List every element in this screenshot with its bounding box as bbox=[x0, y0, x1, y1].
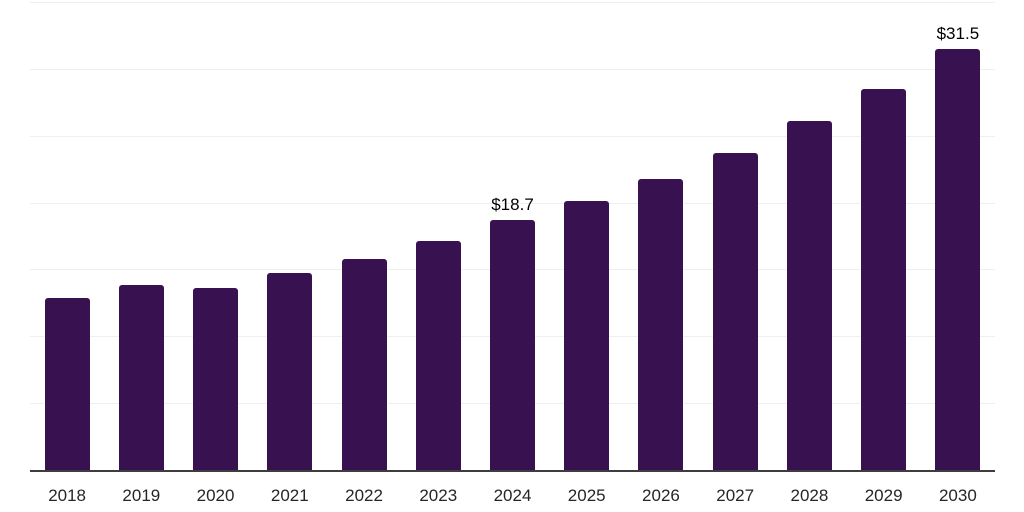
gridline-30 bbox=[30, 68, 995, 70]
x-tick-label-2025: 2025 bbox=[567, 486, 606, 505]
bar-value-label-2024: $18.7 bbox=[491, 194, 534, 214]
x-tick-label-2020: 2020 bbox=[196, 486, 235, 505]
bar-2023 bbox=[415, 241, 461, 470]
gridline-35 bbox=[30, 2, 995, 3]
x-tick-label-2023: 2023 bbox=[419, 486, 458, 505]
x-tick-label-2026: 2026 bbox=[642, 486, 680, 505]
bar-2024 bbox=[490, 219, 535, 470]
bar-2027 bbox=[712, 153, 758, 470]
bar-2026 bbox=[638, 178, 684, 470]
bar-2019 bbox=[118, 285, 164, 470]
x-tick-label-2027: 2027 bbox=[716, 486, 755, 505]
bar-value-label-2030: $31.5 bbox=[936, 23, 980, 43]
bar-2022 bbox=[341, 258, 387, 470]
x-tick-label-2029: 2029 bbox=[864, 486, 903, 505]
x-tick-label-2022: 2022 bbox=[345, 486, 383, 505]
gridline-25 bbox=[30, 135, 995, 137]
bar-2018 bbox=[44, 297, 90, 470]
x-tick-label-2024: 2024 bbox=[493, 486, 532, 505]
bar-2025 bbox=[564, 201, 610, 470]
x-tick-label-2028: 2028 bbox=[790, 486, 829, 505]
x-tick-label-2019: 2019 bbox=[122, 486, 161, 505]
bar-2030 bbox=[935, 48, 981, 470]
gridline-20 bbox=[30, 202, 995, 204]
bar-2020 bbox=[193, 288, 239, 470]
x-tick-label-2030: 2030 bbox=[938, 486, 977, 505]
bar-2028 bbox=[786, 121, 832, 470]
x-tick-label-2021: 2021 bbox=[270, 486, 309, 505]
bar-2021 bbox=[267, 273, 313, 470]
x-axis-line bbox=[30, 470, 995, 472]
bar-2029 bbox=[861, 88, 907, 470]
plot-area: $18.7 $31.5 bbox=[30, 2, 995, 472]
x-tick-label-2018: 2018 bbox=[48, 486, 87, 505]
